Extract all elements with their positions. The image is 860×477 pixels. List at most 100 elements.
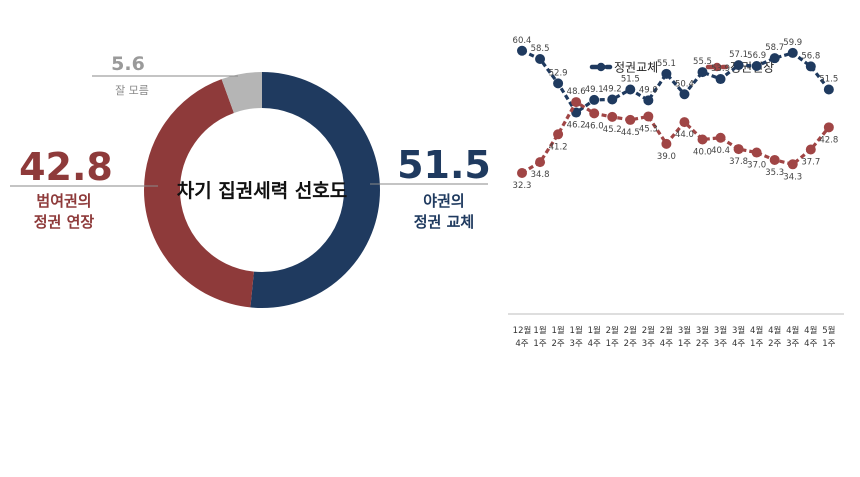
data-point [517, 167, 527, 178]
data-point [715, 74, 726, 85]
data-point [553, 78, 564, 89]
trend-chart: 정권교체정권연장12월4주1월1주1월2주1월3주1월4주2월1주2월2주2월3… [508, 36, 844, 349]
x-tick-label-month: 4월 [804, 325, 817, 336]
slice-label-ruling: 정권 연장 [34, 213, 95, 231]
data-point [805, 61, 816, 72]
x-tick-label-week: 2주 [551, 339, 564, 349]
donut-title: 차기 집권세력 선호도 [177, 180, 348, 202]
data-point [769, 53, 780, 64]
x-tick-label-week: 1주 [606, 339, 619, 349]
x-tick-label-month: 4월 [786, 325, 799, 336]
data-label: 34.3 [783, 172, 802, 182]
slice-label-opposition: 야권의 [423, 192, 464, 210]
x-tick-label-month: 2월 [642, 325, 655, 336]
data-point [643, 95, 654, 106]
x-tick-label-week: 1주 [822, 339, 835, 349]
x-tick-label-month: 1월 [551, 325, 564, 336]
data-point [787, 47, 798, 58]
x-tick-label-month: 1월 [533, 325, 546, 336]
data-point [733, 144, 744, 155]
x-tick-label-month: 3월 [714, 325, 727, 336]
data-point [589, 108, 600, 119]
data-point [787, 159, 798, 170]
data-point [679, 117, 690, 128]
data-label: 49.0 [639, 85, 658, 95]
x-tick-label-week: 3주 [786, 339, 799, 349]
legend-label: 정권교체 [614, 61, 658, 75]
data-point [715, 132, 726, 143]
x-tick-label-month: 4월 [768, 325, 781, 336]
x-tick-label-week: 2주 [696, 339, 709, 349]
value-label-opposition: 51.5 [397, 143, 491, 187]
data-point [661, 138, 672, 149]
x-tick-label-month: 3월 [678, 325, 691, 336]
x-tick-label-month: 1월 [570, 325, 583, 336]
x-tick-label-week: 3주 [570, 339, 583, 349]
data-point [553, 129, 564, 140]
data-label: 37.8 [729, 157, 748, 167]
data-point [823, 122, 834, 133]
data-point [517, 45, 527, 56]
data-label: 53.9 [711, 64, 730, 74]
data-label: 40.4 [711, 146, 730, 156]
x-tick-label-month: 2월 [660, 325, 673, 336]
data-label: 37.0 [747, 161, 766, 171]
data-label: 45.2 [603, 125, 622, 135]
data-label: 32.3 [513, 181, 532, 191]
x-tick-label-week: 1주 [533, 339, 546, 349]
slice-label-opposition: 정권 교체 [414, 213, 474, 231]
x-tick-label-month: 3월 [732, 325, 745, 336]
legend-swatch-marker [596, 62, 606, 72]
data-label: 56.9 [747, 51, 766, 61]
x-tick-label-month: 2월 [606, 325, 619, 336]
donut-slice-unknown [144, 72, 380, 308]
data-label: 58.7 [765, 43, 784, 53]
x-tick-label-month: 1월 [588, 325, 601, 336]
value-label-ruling: 42.8 [19, 145, 113, 189]
value-label-unknown: 5.6 [111, 53, 145, 75]
data-point [643, 111, 654, 122]
data-label: 46.0 [585, 121, 604, 131]
data-label: 51.5 [621, 74, 640, 84]
data-point [535, 157, 546, 168]
data-label: 49.1 [585, 85, 604, 95]
data-point [805, 144, 816, 155]
x-tick-label-week: 1주 [678, 339, 691, 349]
data-label: 45.3 [639, 124, 658, 134]
data-label: 55.5 [693, 57, 712, 67]
data-label: 57.1 [729, 50, 748, 60]
slice-label-unknown: 잘 모름 [115, 84, 149, 97]
x-tick-label-month: 3월 [696, 325, 709, 336]
data-label: 46.2 [567, 121, 586, 131]
data-point [625, 84, 636, 95]
x-tick-label-week: 4주 [588, 339, 601, 349]
data-label: 41.2 [549, 142, 568, 152]
data-label: 44.0 [675, 130, 694, 140]
data-label: 55.1 [657, 59, 676, 69]
x-tick-label-week: 4주 [804, 339, 817, 349]
data-label: 39.0 [657, 152, 676, 162]
data-label: 58.5 [531, 44, 550, 54]
x-tick-label-month: 12월 [513, 325, 532, 336]
legend-swatch-marker [712, 62, 722, 72]
data-point [751, 147, 762, 158]
data-point [571, 107, 582, 118]
data-label: 50.4 [675, 79, 694, 89]
data-label: 60.4 [513, 36, 532, 46]
x-tick-label-week: 1주 [750, 339, 763, 349]
x-tick-label-week: 4주 [515, 339, 528, 349]
data-label: 56.8 [801, 51, 820, 61]
donut-slice-ruling [144, 72, 380, 308]
data-label: 49.2 [603, 84, 622, 94]
data-point [733, 60, 744, 71]
data-point [589, 94, 600, 105]
data-point [697, 67, 708, 78]
x-tick-label-month: 2월 [624, 325, 637, 336]
data-label: 51.5 [819, 74, 838, 84]
data-label: 42.8 [819, 135, 838, 145]
data-label: 44.5 [621, 128, 640, 138]
slice-label-ruling: 범여권의 [36, 192, 91, 210]
data-point [571, 97, 582, 108]
data-point [625, 114, 636, 125]
